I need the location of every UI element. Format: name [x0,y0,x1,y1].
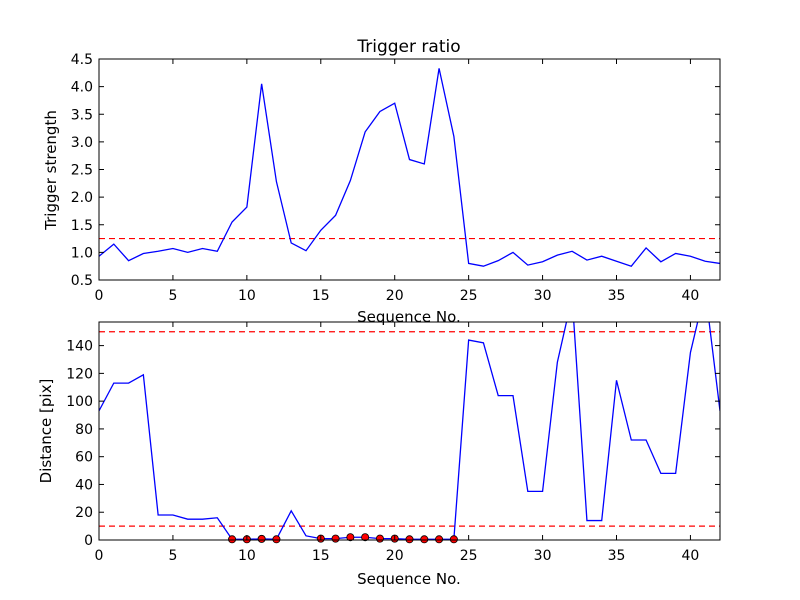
y-tick-label: 2.5 [71,163,93,179]
y-axis-label: Distance [pix] [37,379,55,484]
y-tick-label: 2.0 [71,190,93,206]
x-tick-label: 10 [238,288,256,304]
y-tick-label: 60 [75,450,93,466]
x-tick-label: 30 [534,288,552,304]
data-point-marker [361,533,370,542]
x-tick-label: 25 [460,548,478,564]
data-point-marker [331,534,340,543]
x-tick-label: 35 [608,548,626,564]
y-tick-label: 80 [75,422,93,438]
y-tick-label: 3.0 [71,135,93,151]
y-tick-label: 3.5 [71,107,93,123]
x-tick-label: 35 [608,288,626,304]
y-tick-label: 100 [66,394,93,410]
x-tick-label: 5 [168,288,177,304]
data-point-marker [272,535,281,544]
data-point-marker [257,534,266,543]
x-tick-label: 5 [168,548,177,564]
x-tick-label: 20 [386,288,404,304]
trigger-ratio-chart: Trigger ratio Sequence No. Trigger stren… [42,37,721,326]
y-tick-label: 1.5 [71,218,93,234]
y-tick-label: 40 [75,477,93,493]
y-tick-label: 1.0 [71,245,93,261]
x-tick-label: 20 [386,548,404,564]
x-tick-label: 40 [682,288,700,304]
y-tick-label: 4.0 [71,80,93,96]
data-point-marker [375,534,384,543]
data-point-marker [405,535,414,544]
plot-frame [98,321,721,541]
y-tick-label: 140 [66,339,93,355]
data-point-marker [228,535,237,544]
data-point-marker [449,535,458,544]
y-tick-label: 20 [75,505,93,521]
x-tick-label: 30 [534,548,552,564]
y-tick-label: 120 [66,366,93,382]
y-tick-label: 0.5 [71,273,93,289]
data-point-marker [420,535,429,544]
x-tick-label: 10 [238,548,256,564]
x-tick-label: 0 [95,548,104,564]
x-tick-label: 15 [312,548,330,564]
data-point-marker [435,535,444,544]
data-point-marker [346,533,355,542]
distance-chart: Sequence No. Distance [pix] 0 5 10 15 20 25 30… [37,321,721,588]
y-tick-label: 4.5 [71,52,93,68]
x-tick-label: 25 [460,288,478,304]
x-tick-label: 0 [95,288,104,304]
plot-area [99,68,720,267]
chart-title: Trigger ratio [356,37,460,57]
y-axis-label: Trigger strength [42,110,60,231]
x-tick-label: 40 [682,548,700,564]
series-line [99,68,720,267]
x-tick-label: 15 [312,288,330,304]
x-axis-label: Sequence No. [357,308,461,326]
x-axis-label: Sequence No. [357,570,461,588]
y-tick-label: 0 [84,533,93,549]
